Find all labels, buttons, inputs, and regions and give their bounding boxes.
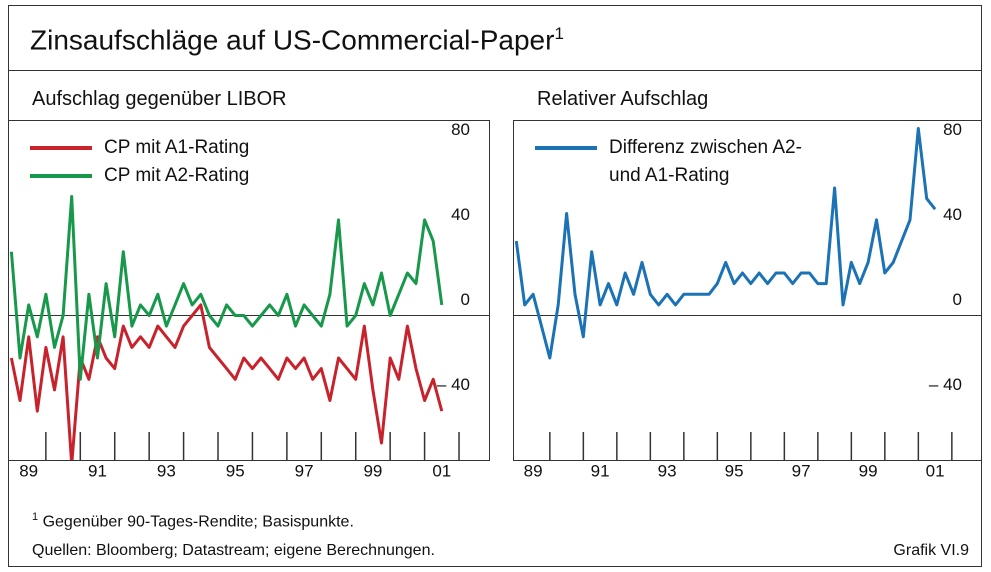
- x-tick-label: 93: [157, 461, 176, 480]
- x-tick-label: 97: [295, 461, 314, 480]
- series-line: [9, 303, 444, 460]
- series-line: [514, 127, 937, 360]
- y-tick-label: 40: [451, 205, 470, 224]
- title-note: 1: [554, 24, 564, 43]
- legend-swatch: [30, 174, 92, 178]
- x-tick-label: 01: [926, 461, 945, 480]
- y-tick-label: 40: [943, 205, 962, 224]
- source: Quellen: Bloomberg; Datastream; eigene B…: [32, 542, 435, 559]
- legend-item: CP mit A1-Rating: [30, 134, 350, 162]
- footnote-text: Gegenüber 90-Tages-Rendite; Basispunkte.: [42, 513, 354, 531]
- plot-frame: [8, 120, 490, 461]
- footnote-marker: 1: [32, 511, 39, 523]
- x-tick-label: 99: [363, 461, 382, 480]
- series-line: [9, 195, 444, 381]
- y-tick-label: – 40: [437, 375, 470, 394]
- legend-swatch: [535, 146, 597, 150]
- panel-subtitle: Relativer Aufschlag: [537, 88, 709, 110]
- panel-subtitle: Aufschlag gegenüber LIBOR: [32, 88, 287, 110]
- x-tick-label: 95: [725, 461, 744, 480]
- legend-item: CP mit A2-Rating: [30, 162, 350, 190]
- x-tick-label: 99: [859, 461, 878, 480]
- legend: Differenz zwischen A2- und A1-Rating: [535, 134, 835, 190]
- title-text: Zinsaufschläge auf US-Commercial-Paper: [30, 24, 555, 56]
- x-tick-label: 95: [226, 461, 245, 480]
- footnote: 1 Gegenüber 90-Tages-Rendite; Basispunkt…: [32, 511, 354, 531]
- x-tick-label: 97: [792, 461, 811, 480]
- legend-label: Differenz zwischen A2- und A1-Rating: [609, 137, 802, 186]
- x-tick-label: 89: [524, 461, 543, 480]
- y-tick-label: 0: [461, 290, 470, 309]
- legend-label: CP mit A2-Rating: [104, 165, 250, 186]
- x-tick-label: 01: [432, 461, 451, 480]
- chart-title: Zinsaufschläge auf US-Commercial-Paper1: [30, 24, 564, 56]
- legend-swatch: [30, 146, 92, 150]
- legend-label: CP mit A1-Rating: [104, 137, 250, 158]
- y-tick-label: 0: [953, 290, 962, 309]
- y-tick-label: 80: [943, 120, 962, 139]
- x-tick-label: 93: [658, 461, 677, 480]
- y-tick-label: – 40: [929, 375, 962, 394]
- plot-frame: [513, 120, 982, 461]
- figure-label: Grafik VI.9: [893, 542, 969, 559]
- x-tick-label: 91: [591, 461, 610, 480]
- x-tick-label: 91: [88, 461, 107, 480]
- legend: CP mit A1-Rating CP mit A2-Rating: [30, 134, 350, 190]
- y-tick-label: 80: [451, 120, 470, 139]
- legend-item: Differenz zwischen A2- und A1-Rating: [535, 134, 835, 190]
- x-tick-label: 89: [19, 461, 38, 480]
